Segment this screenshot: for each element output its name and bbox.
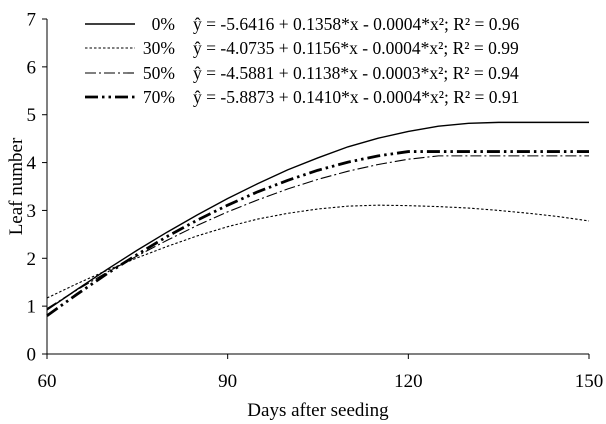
x-tick-label: 60 bbox=[38, 371, 57, 392]
y-tick-label: 6 bbox=[27, 57, 37, 78]
x-tick-label: 120 bbox=[394, 371, 423, 392]
x-tick-label: 90 bbox=[218, 371, 237, 392]
y-tick-label: 2 bbox=[27, 249, 37, 270]
legend-equation: ŷ = -5.6416 + 0.1358*x - 0.0004*x²; R² =… bbox=[193, 14, 520, 34]
legend-label: 0% bbox=[152, 14, 175, 34]
y-tick-label: 1 bbox=[27, 297, 37, 318]
plot-series bbox=[46, 121, 590, 317]
legend-label: 30% bbox=[143, 38, 175, 58]
y-axis-title: Leaf number bbox=[6, 137, 27, 235]
legend: 0% ŷ = -5.6416 + 0.1358*x - 0.0004*x²; R²… bbox=[85, 14, 520, 107]
legend-equation: ŷ = -4.0735 + 0.1156*x - 0.0004*x²; R² =… bbox=[193, 38, 519, 58]
y-tick-label: 3 bbox=[27, 201, 37, 222]
x-tick-label: 150 bbox=[575, 371, 604, 392]
axes bbox=[46, 19, 589, 355]
legend-label: 70% bbox=[143, 87, 175, 107]
y-tick-label: 7 bbox=[27, 10, 37, 31]
y-tick-label: 0 bbox=[27, 345, 37, 366]
y-tick-label: 4 bbox=[27, 153, 37, 174]
ticks: 0 1 2 3 4 5 6 7 60 90 120 150 bbox=[27, 10, 604, 393]
legend-label: 50% bbox=[143, 63, 175, 83]
series-line-70pct bbox=[46, 150, 589, 317]
y-tick-label: 5 bbox=[27, 105, 37, 126]
legend-equation: ŷ = -5.8873 + 0.1410*x - 0.0004*x²; R² =… bbox=[193, 87, 519, 107]
series-line-50pct bbox=[46, 155, 589, 310]
legend-equation: ŷ = -4.5881 + 0.1138*x - 0.0003*x²; R² =… bbox=[193, 63, 519, 83]
series-line-30pct bbox=[46, 204, 590, 299]
series-line-0pct bbox=[46, 121, 589, 311]
x-axis-title: Days after seeding bbox=[247, 400, 389, 421]
